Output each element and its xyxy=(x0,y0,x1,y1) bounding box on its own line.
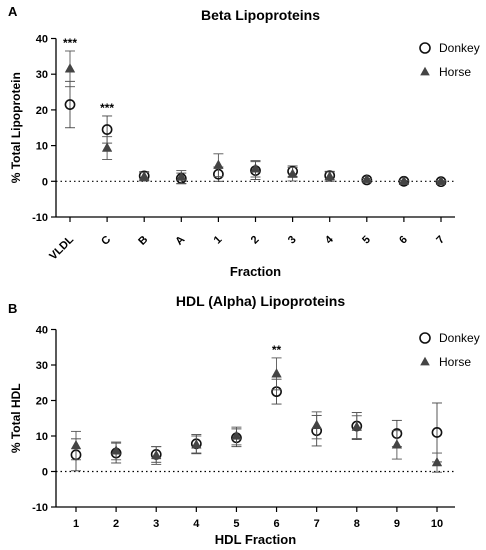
y-axis-title: % Total HDL xyxy=(9,383,23,453)
legend-marker-donkey xyxy=(419,332,431,344)
y-tick-label: 20 xyxy=(36,105,48,117)
data-point-horse xyxy=(324,170,335,181)
data-point-horse xyxy=(70,439,82,450)
x-tick-label: 1 xyxy=(212,234,225,247)
x-tick-label: A xyxy=(173,234,187,248)
x-tick-label: 6 xyxy=(397,234,410,247)
data-point-horse xyxy=(431,456,443,467)
data-point-horse xyxy=(311,419,322,429)
y-tick-label: 30 xyxy=(36,69,48,81)
data-point-donkey xyxy=(101,124,113,135)
data-point-horse xyxy=(435,175,447,185)
x-tick-label: 4 xyxy=(193,518,200,530)
data-point-horse xyxy=(398,175,410,185)
legend: Donkey Horse xyxy=(419,331,480,369)
y-tick-label: 10 xyxy=(36,141,48,153)
data-point-horse xyxy=(110,445,122,455)
series-donkey xyxy=(70,378,443,472)
data-point-horse xyxy=(391,439,403,449)
x-tick-label: 10 xyxy=(431,518,443,530)
legend-label: Donkey xyxy=(439,331,480,345)
data-point-horse xyxy=(271,368,282,378)
x-tick-label: 3 xyxy=(153,518,159,530)
x-tick-label: 1 xyxy=(73,518,79,530)
x-tick-label: 5 xyxy=(233,518,239,530)
y-tick-label: -10 xyxy=(32,212,48,224)
x-tick-label: 2 xyxy=(113,518,119,530)
legend: Donkey Horse xyxy=(419,41,480,79)
data-point-horse xyxy=(361,173,373,184)
x-tick-label: 2 xyxy=(249,234,262,247)
y-tick-label: 30 xyxy=(36,360,48,372)
data-point-horse xyxy=(138,170,150,181)
legend-label: Horse xyxy=(439,355,471,369)
data-point-horse xyxy=(150,449,162,460)
data-point-horse xyxy=(191,439,202,449)
y-axis-title: % Total Lipoprotein xyxy=(9,72,23,183)
x-tick-label: 6 xyxy=(273,518,279,530)
chart-title: Beta Lipoproteins xyxy=(201,7,320,23)
data-point-horse xyxy=(176,171,187,181)
data-point-donkey xyxy=(431,427,443,438)
x-tick-label: 9 xyxy=(394,518,400,530)
legend-label: Horse xyxy=(439,65,471,79)
data-point-horse xyxy=(287,168,298,178)
data-point-horse xyxy=(351,421,363,431)
x-tick-label: 5 xyxy=(360,234,373,247)
y-tick-label: 40 xyxy=(36,325,48,337)
panel-a: A Beta Lipoproteins Fraction % Total Lipopr… xyxy=(8,4,480,279)
panel-label: A xyxy=(8,4,18,19)
panel-b: B HDL (Alpha) Lipoproteins HDL Fraction % T… xyxy=(8,293,480,547)
series-horse xyxy=(64,50,447,185)
significance-annotation: *** xyxy=(100,101,114,115)
y-tick-label: -10 xyxy=(32,502,48,514)
x-tick-label: B xyxy=(136,234,150,248)
significance-annotation: *** xyxy=(63,36,77,50)
data-point-horse xyxy=(250,163,261,173)
y-tick-label: 40 xyxy=(36,34,48,46)
series-horse xyxy=(70,357,443,473)
significance-annotation: ** xyxy=(272,343,282,357)
legend-marker-horse xyxy=(420,66,430,76)
data-point-horse xyxy=(231,430,242,440)
x-tick-label: 3 xyxy=(286,234,299,247)
legend-marker-donkey xyxy=(419,42,431,54)
x-axis-title: Fraction xyxy=(230,264,281,279)
x-axis-title: HDL Fraction xyxy=(215,532,296,547)
x-tick-label: VLDL xyxy=(47,233,76,262)
data-point-horse xyxy=(101,142,113,152)
panel-label: B xyxy=(8,301,17,316)
y-tick-label: 0 xyxy=(42,176,48,188)
x-tick-label: 8 xyxy=(354,518,360,530)
x-tick-label: 7 xyxy=(314,518,320,530)
x-tick-label: 4 xyxy=(323,233,336,246)
data-point-horse xyxy=(213,159,224,169)
legend-marker-horse xyxy=(420,356,430,366)
y-tick-label: 0 xyxy=(42,467,48,479)
x-tick-label: 7 xyxy=(434,234,447,247)
x-tick-label: C xyxy=(99,234,113,248)
data-point-horse xyxy=(64,63,76,73)
legend-label: Donkey xyxy=(439,41,480,55)
y-tick-label: 20 xyxy=(36,396,48,408)
y-tick-label: 10 xyxy=(36,431,48,443)
data-point-donkey xyxy=(64,99,76,110)
chart-title: HDL (Alpha) Lipoproteins xyxy=(176,293,345,309)
